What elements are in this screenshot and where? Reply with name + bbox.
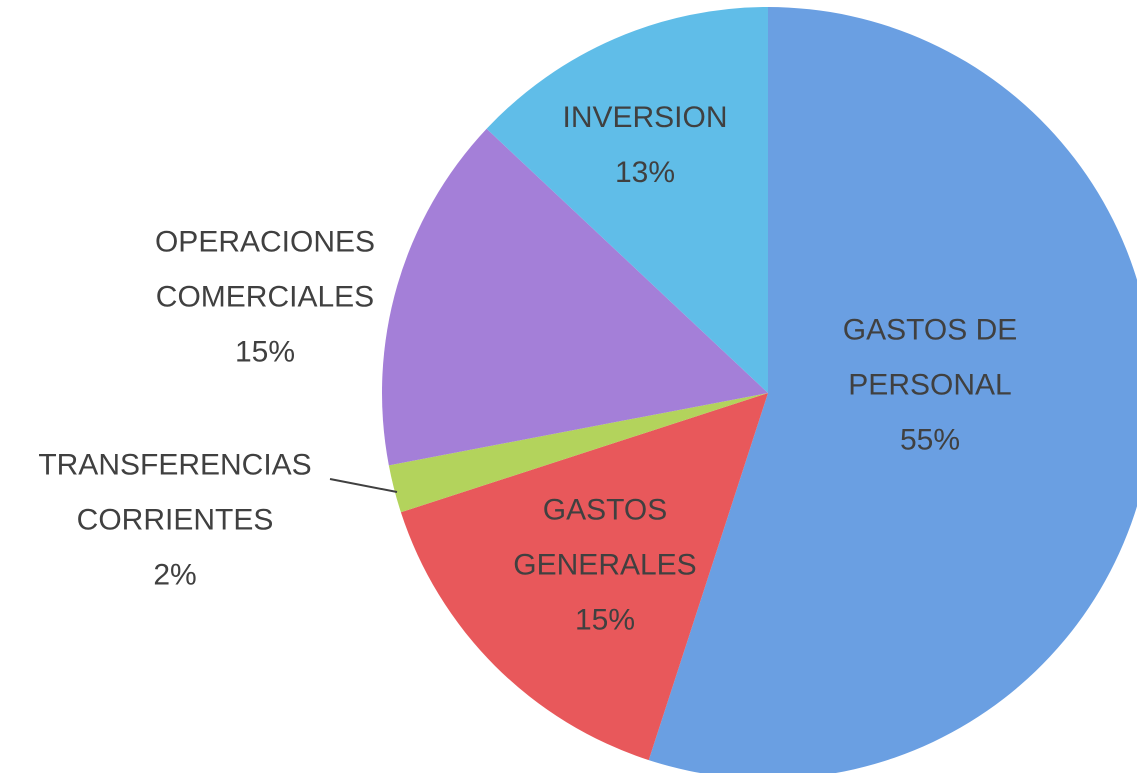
percent-label: 13%	[614, 156, 676, 189]
pie-slice	[486, 7, 768, 393]
pie-slice	[648, 7, 1137, 773]
percent-label: 55%	[899, 423, 961, 457]
leader-line	[329, 478, 398, 493]
percent-label: 15%	[574, 603, 636, 637]
slice-label: TRANSFERENCIAS CORRIENTES 2%	[10, 438, 340, 603]
category-name: GASTOS DE PERSONAL	[842, 313, 1018, 402]
category-name: OPERACIONES COMERCIALES	[154, 225, 376, 314]
pie-slice	[400, 393, 768, 761]
pie-slice	[382, 128, 768, 466]
pie-slice	[388, 393, 768, 513]
slice-label: GASTOS DE PERSONAL 55%	[830, 303, 1030, 468]
category-name: INVERSION	[562, 101, 728, 134]
slice-label: GASTOS GENERALES 15%	[485, 483, 725, 648]
category-name: TRANSFERENCIAS CORRIENTES	[38, 448, 312, 537]
percent-label: 15%	[234, 335, 296, 369]
percent-label: 2%	[153, 558, 197, 592]
slice-label: OPERACIONES COMERCIALES 15%	[135, 215, 395, 380]
category-name: GASTOS GENERALES	[513, 493, 697, 582]
slice-label: INVERSION 13%	[535, 90, 755, 200]
